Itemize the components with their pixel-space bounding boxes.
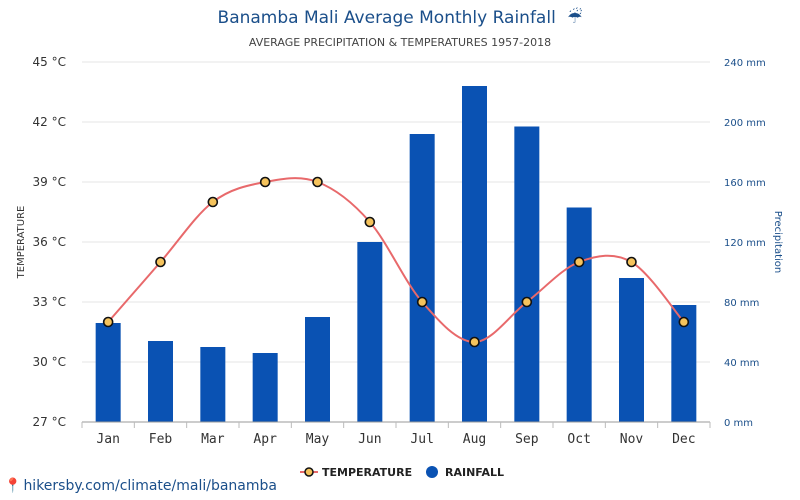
rainfall-bar[interactable] xyxy=(357,242,383,422)
legend-temperature[interactable]: TEMPERATURE xyxy=(300,466,412,479)
x-tick-label: Dec xyxy=(672,432,695,447)
x-tick-label: Apr xyxy=(253,432,277,447)
temperature-point[interactable] xyxy=(626,256,637,268)
x-tick-label: Nov xyxy=(620,432,644,447)
rainfall-bar[interactable] xyxy=(409,134,435,422)
legend-rainfall[interactable]: RAINFALL xyxy=(426,466,504,479)
x-tick-label: Jan xyxy=(96,432,119,447)
x-tick-label: Sep xyxy=(515,432,539,447)
x-tick-label: Oct xyxy=(567,432,590,447)
footer-text: hikersby.com/climate/mali/banamba xyxy=(23,478,277,494)
temperature-point[interactable] xyxy=(469,336,480,348)
temperature-point[interactable] xyxy=(155,256,166,268)
right-tick-label: 240 mm xyxy=(724,58,766,69)
right-tick-label: 80 mm xyxy=(724,298,759,309)
umbrella-rain-icon: ☔ xyxy=(567,7,582,28)
rainfall-bar[interactable] xyxy=(462,86,487,422)
right-tick-label: 0 mm xyxy=(724,418,753,429)
temperature-curve xyxy=(107,177,685,344)
rainfall-bar[interactable] xyxy=(566,207,592,423)
temperature-line xyxy=(102,176,690,348)
right-axis-label: Precipitation xyxy=(772,211,783,274)
temperature-point[interactable] xyxy=(207,196,219,208)
left-tick-label: 27 °C xyxy=(33,415,66,429)
temperature-point[interactable] xyxy=(416,296,428,308)
temperature-point[interactable] xyxy=(678,316,690,328)
temperature-point[interactable] xyxy=(312,176,323,188)
chart-title: Banamba Mali Average Monthly Rainfall ☔ xyxy=(218,7,583,28)
left-tick-label: 42 °C xyxy=(33,115,66,129)
rainfall-bar[interactable] xyxy=(305,317,330,422)
rainfall-bar[interactable] xyxy=(95,323,121,422)
temperature-point[interactable] xyxy=(102,316,114,328)
legend-rainfall-label: RAINFALL xyxy=(445,466,504,479)
legend-temperature-label: TEMPERATURE xyxy=(322,466,412,479)
x-tick-label: Feb xyxy=(149,432,173,447)
x-tick-label: May xyxy=(306,432,330,447)
rainfall-bars xyxy=(95,86,697,423)
x-tick-label: Jul xyxy=(410,432,433,447)
temperature-point[interactable] xyxy=(364,216,376,228)
chart-subtitle: AVERAGE PRECIPITATION & TEMPERATURES 195… xyxy=(249,36,551,49)
rainfall-bar[interactable] xyxy=(200,347,226,422)
right-tick-label: 120 mm xyxy=(724,238,766,249)
temperature-point[interactable] xyxy=(521,296,533,308)
temperature-point[interactable] xyxy=(573,256,585,268)
left-tick-label: 30 °C xyxy=(33,355,66,369)
rainfall-bar[interactable] xyxy=(148,341,173,422)
rainfall-bar[interactable] xyxy=(514,126,540,423)
right-tick-label: 200 mm xyxy=(724,118,766,129)
gridlines xyxy=(82,61,710,423)
location-pin-icon: 📍 xyxy=(4,478,22,494)
left-axis-label: TEMPERATURE xyxy=(16,206,27,280)
right-tick-label: 160 mm xyxy=(724,178,766,189)
left-tick-label: 36 °C xyxy=(33,235,66,249)
legend: TEMPERATURE RAINFALL xyxy=(300,466,504,479)
rainfall-bar[interactable] xyxy=(619,278,644,422)
legend-rainfall-marker-icon xyxy=(426,466,438,478)
x-tick-label: Mar xyxy=(201,432,225,447)
temperature-point[interactable] xyxy=(259,176,271,188)
left-tick-label: 39 °C xyxy=(33,175,66,189)
left-tick-label: 45 °C xyxy=(33,55,66,69)
axes: 27 °C 0 mm 30 °C 40 mm 33 °C 80 mm 36 °C 120 mm… xyxy=(33,55,766,447)
legend-temperature-marker-icon xyxy=(304,467,314,477)
left-tick-label: 33 °C xyxy=(33,295,66,309)
rainfall-bar[interactable] xyxy=(252,353,278,422)
right-tick-label: 40 mm xyxy=(724,358,759,369)
footer-link[interactable]: 📍 hikersby.com/climate/mali/banamba xyxy=(4,478,277,494)
x-tick-label: Jun xyxy=(358,432,381,447)
x-tick-label: Aug xyxy=(463,432,486,447)
